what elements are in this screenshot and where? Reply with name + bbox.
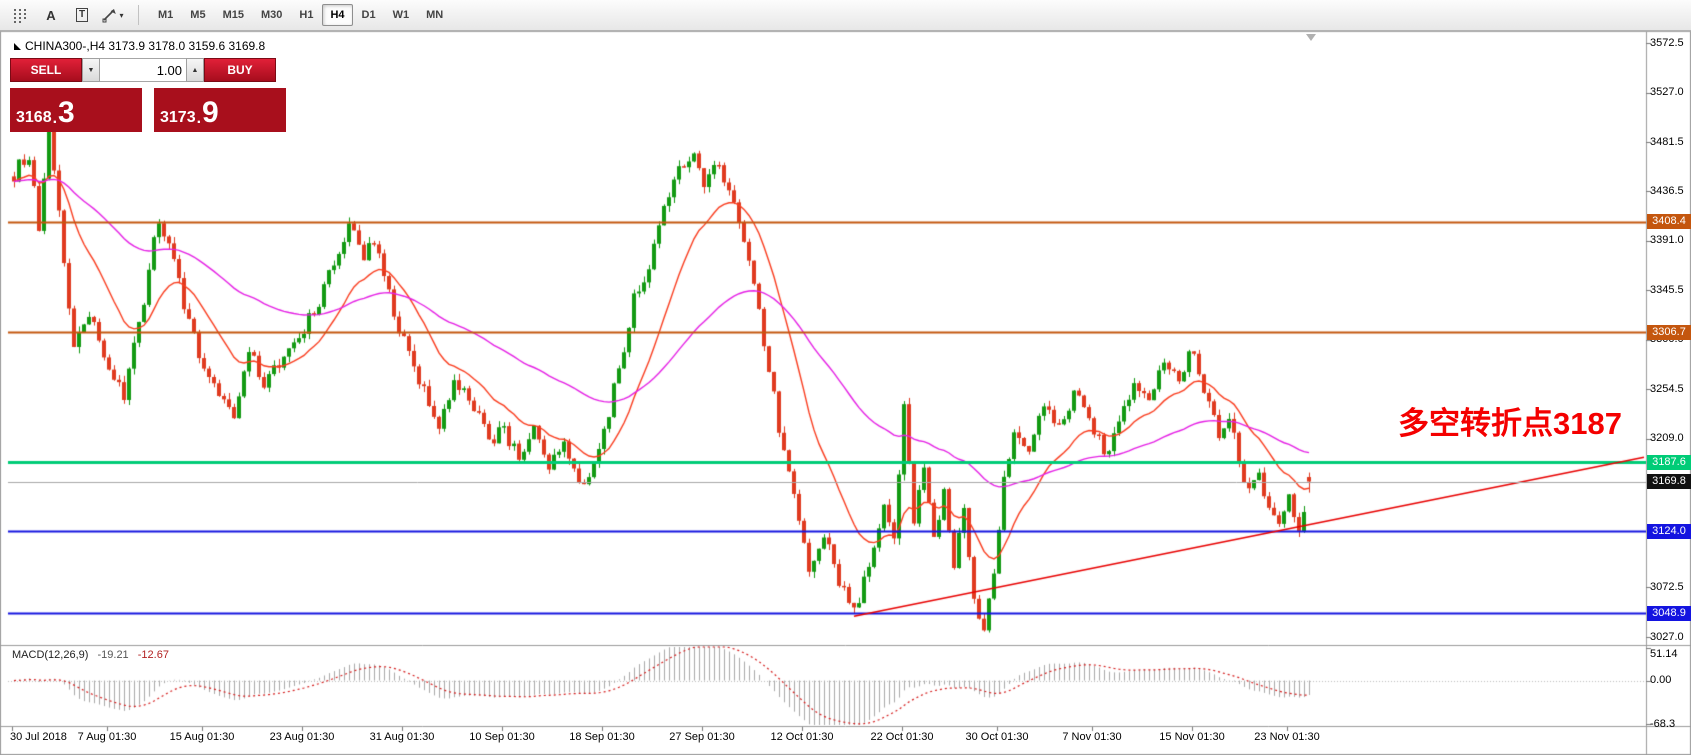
timeframe-button-m1[interactable]: M1 [158,9,174,21]
text-tool-glyph: T [75,8,89,22]
buy-button[interactable]: BUY [204,58,276,82]
text-tool-icon[interactable]: T [68,2,96,28]
trade-prices-row: 3168 . 3 3173 . 9 [10,88,286,132]
sell-button[interactable]: SELL [10,58,82,82]
draw-shapes-svg [102,8,117,22]
timeframe-button-w1[interactable]: W1 [392,9,410,21]
timeframe-button-m30[interactable]: M30 [260,9,283,21]
tick-grid-icon-svg [13,8,26,23]
timeframe-group: M1 M5 M15 M30 H1 H4 D1 W1 MN [150,4,451,26]
triangle-up-icon: ▲ [191,66,199,74]
ask-dot: . [196,110,202,127]
tick-grid-icon[interactable] [6,2,34,28]
chevron-down-icon: ▾ [119,10,124,20]
cursor-a-icon[interactable]: A [37,2,65,28]
timeframe-button-m5[interactable]: M5 [190,9,206,21]
ask-price-display[interactable]: 3173 . 9 [154,88,286,132]
toolbar-separator [138,5,139,25]
timeframe-button-h1[interactable]: H1 [299,9,314,21]
triangle-down-icon: ▼ [87,66,95,74]
timeframe-button-d1[interactable]: D1 [361,9,376,21]
one-click-trading-panel: SELL ▼ ▲ BUY 3168 . 3 3173 . 9 [10,58,286,132]
cursor-a-glyph: A [46,7,56,23]
bid-main: 3168 [16,109,52,126]
draw-shapes-icon[interactable]: ▾ [99,2,127,28]
timeframe-button-h4[interactable]: H4 [322,4,353,26]
volume-input[interactable] [100,58,186,82]
bid-price-display[interactable]: 3168 . 3 [10,88,142,132]
volume-up-button[interactable]: ▲ [186,58,204,82]
toolbar: A T ▾ M1 M5 M15 M30 H1 H4 D1 W1 MN [0,0,1691,31]
trade-buttons-row: SELL ▼ ▲ BUY [10,58,286,82]
ask-main: 3173 [160,109,196,126]
bid-dot: . [52,110,58,127]
timeframe-button-mn[interactable]: MN [426,9,444,21]
ask-pips: 9 [202,96,219,129]
bid-pips: 3 [58,96,75,129]
timeframe-button-m15[interactable]: M15 [222,9,244,21]
volume-down-button[interactable]: ▼ [82,58,100,82]
